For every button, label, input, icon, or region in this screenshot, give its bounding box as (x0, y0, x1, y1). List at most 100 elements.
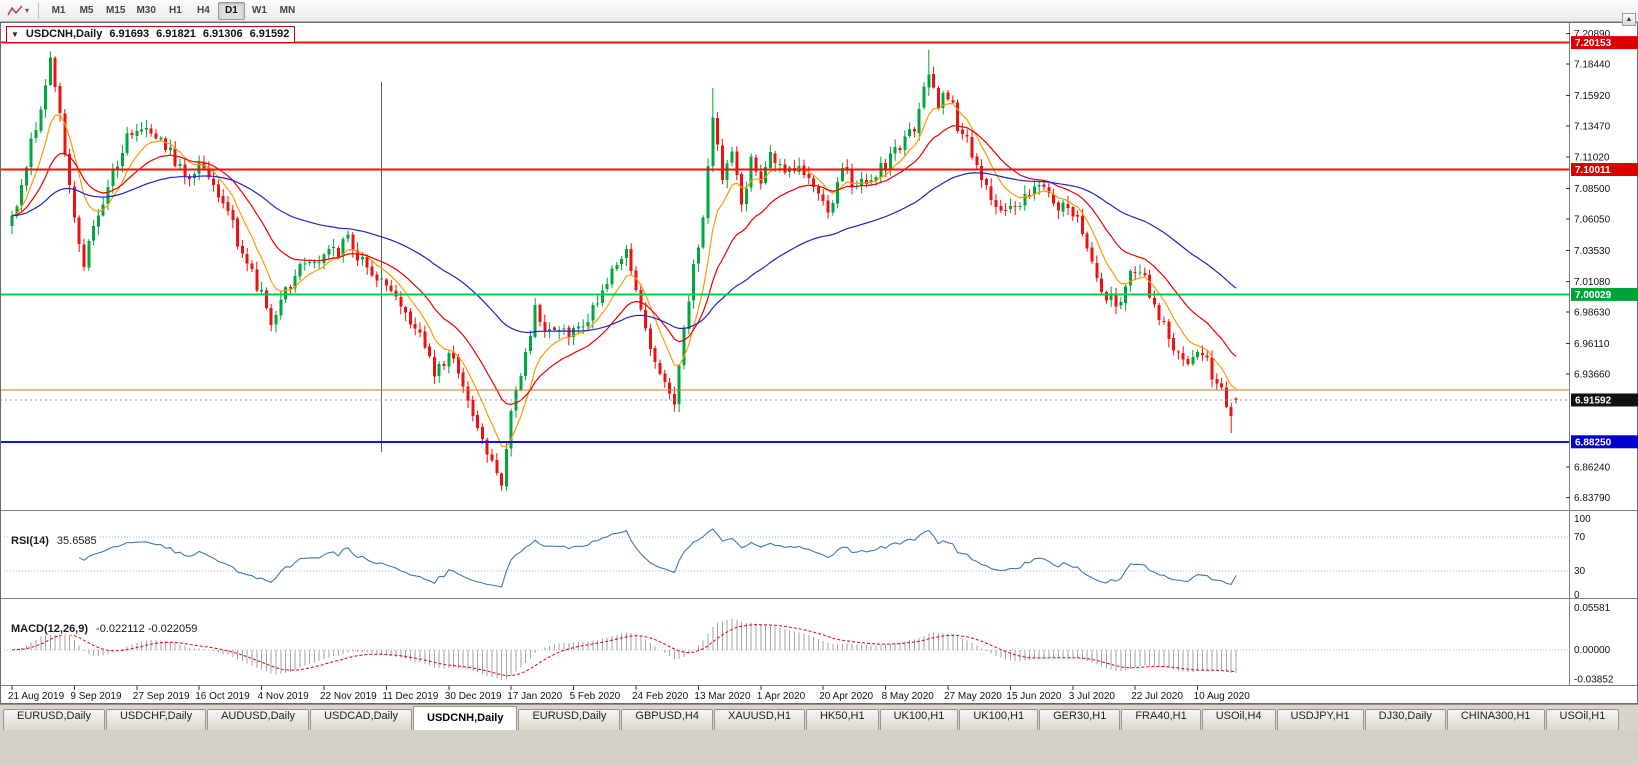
chart-tab-fra40-h1[interactable]: FRA40,H1 (1121, 709, 1201, 730)
chart-tab-hk50-h1[interactable]: HK50,H1 (805, 709, 879, 730)
svg-text:6.83790: 6.83790 (1574, 493, 1611, 504)
chart-tab-xauusd-h1[interactable]: XAUUSD,H1 (713, 709, 805, 730)
chart-tab-bar: EURUSD,Daily USDCHF,Daily AUDUSD,Daily USDC… (0, 704, 1638, 730)
svg-text:7.03530: 7.03530 (1574, 246, 1611, 257)
timeframe-button-m1[interactable]: M1 (45, 2, 72, 20)
chart-tab-dj30-daily[interactable]: DJ30,Daily (1364, 709, 1446, 730)
moving-averages-layer (11, 102, 1237, 448)
rsi-name: RSI(14) (11, 535, 49, 547)
macd-name: MACD(12,26,9) (11, 623, 89, 635)
svg-text:7.11020: 7.11020 (1574, 152, 1610, 163)
chart-title-close: 6.91592 (249, 28, 290, 40)
timeframe-button-m30[interactable]: M30 (131, 2, 160, 20)
svg-text:5 Feb 2020: 5 Feb 2020 (570, 691, 621, 702)
svg-text:27 Sep 2019: 27 Sep 2019 (133, 691, 190, 702)
chart-tab-uk100-h1[interactable]: UK100,H1 (959, 709, 1039, 730)
price-tags-layer: 7.20153 7.10011 7.00029 6.88250 6.91592 (1571, 36, 1638, 449)
svg-text:11 Dec 2019: 11 Dec 2019 (382, 691, 438, 702)
svg-text:0.05581: 0.05581 (1574, 603, 1611, 614)
svg-text:7.10011: 7.10011 (1575, 165, 1611, 176)
toolbar-separator (38, 2, 40, 19)
svg-text:70: 70 (1574, 532, 1586, 543)
svg-text:20 Apr 2020: 20 Apr 2020 (819, 691, 873, 702)
timeframe-button-h4[interactable]: H4 (190, 2, 217, 20)
svg-text:7.13470: 7.13470 (1574, 122, 1611, 133)
svg-text:6.96110: 6.96110 (1574, 339, 1610, 350)
svg-text:7.18440: 7.18440 (1574, 60, 1611, 71)
svg-text:6.91592: 6.91592 (1575, 395, 1612, 406)
svg-text:8 May 2020: 8 May 2020 (882, 691, 935, 702)
timeframe-toolbar: ▾ M1 M5 M15 M30 H1 H4 D1 W1 MN (0, 0, 1638, 22)
chart-title-symbol: USDCNH,Daily (25, 28, 103, 40)
timeframe-button-h1[interactable]: H1 (162, 2, 189, 20)
svg-text:4 Nov 2019: 4 Nov 2019 (258, 691, 310, 702)
svg-text:7.06050: 7.06050 (1574, 215, 1611, 226)
chart-title-open: 6.91693 (109, 28, 150, 40)
svg-text:-0.03852: -0.03852 (1574, 674, 1614, 685)
chart-title-low: 6.91306 (202, 28, 243, 40)
svg-text:16 Oct 2019: 16 Oct 2019 (195, 691, 250, 702)
chart-tab-usdcnh-daily[interactable]: USDCNH,Daily (413, 706, 518, 730)
svg-text:1 Apr 2020: 1 Apr 2020 (757, 691, 806, 702)
chart-tool-group[interactable]: ▾ (4, 4, 32, 18)
rsi-value: 35.6585 (56, 535, 97, 547)
chart-tab-usoil-h4[interactable]: USOil,H4 (1201, 709, 1276, 730)
timeframe-button-m5[interactable]: M5 (73, 2, 100, 20)
timeframe-button-m15[interactable]: M15 (101, 2, 130, 20)
chart-tab-eurusd-daily[interactable]: EURUSD,Daily (518, 709, 621, 730)
chart-tab-audusd-daily[interactable]: AUDUSD,Daily (207, 709, 310, 730)
rsi-indicator-label: RSI(14) 35.6585 (8, 535, 100, 547)
svg-text:7.20890: 7.20890 (1574, 29, 1611, 40)
svg-text:22 Nov 2019: 22 Nov 2019 (320, 691, 377, 702)
chart-tab-usdchf-daily[interactable]: USDCHF,Daily (105, 709, 207, 730)
zigzag-tool-icon (7, 5, 23, 15)
chart-tab-usdjpy-h1[interactable]: USDJPY,H1 (1276, 709, 1364, 730)
timeframe-button-w1[interactable]: W1 (246, 2, 273, 20)
chart-title[interactable]: ▼ USDCNH,Daily 6.91693 6.91821 6.91306 6… (6, 26, 296, 43)
svg-text:0: 0 (1574, 590, 1580, 601)
svg-text:21 Aug 2019: 21 Aug 2019 (8, 691, 65, 702)
svg-text:7.01080: 7.01080 (1574, 277, 1611, 288)
svg-text:30 Dec 2019: 30 Dec 2019 (445, 691, 502, 702)
chart-tab-gbpusd-h4[interactable]: GBPUSD,H4 (621, 709, 713, 730)
svg-text:0.00000: 0.00000 (1574, 645, 1611, 656)
horizontal-lines-layer[interactable] (0, 41, 1570, 443)
svg-text:7.00029: 7.00029 (1575, 290, 1612, 301)
svg-text:6.93660: 6.93660 (1574, 370, 1611, 381)
macd-indicator-label: MACD(12,26,9) -0.022112 -0.022059 (8, 623, 201, 635)
svg-text:7.20153: 7.20153 (1575, 38, 1612, 49)
chart-tab-ger30-h1[interactable]: GER30,H1 (1039, 709, 1121, 730)
svg-text:7.15920: 7.15920 (1574, 91, 1611, 102)
window-bottom-filler (0, 730, 1638, 766)
macd-pane (4, 618, 1568, 680)
svg-text:13 Mar 2020: 13 Mar 2020 (694, 691, 751, 702)
svg-text:10 Aug 2020: 10 Aug 2020 (1194, 691, 1251, 702)
title-marker-icon: ▼ (11, 29, 19, 39)
chevron-down-icon: ▾ (25, 6, 30, 15)
svg-text:30: 30 (1574, 566, 1586, 577)
macd-values: -0.022112 -0.022059 (96, 623, 198, 635)
timeframe-button-mn[interactable]: MN (274, 2, 301, 20)
price-chart-canvas[interactable]: 7.20890 7.18440 7.15920 7.13470 7.11020 7.085… (0, 22, 1638, 704)
chart-tab-china300-h1[interactable]: CHINA300,H1 (1446, 709, 1545, 730)
svg-text:6.88250: 6.88250 (1575, 437, 1612, 448)
svg-text:6.86240: 6.86240 (1574, 462, 1611, 473)
chart-window: 7.20890 7.18440 7.15920 7.13470 7.11020 7.085… (0, 22, 1638, 704)
svg-text:24 Feb 2020: 24 Feb 2020 (632, 691, 689, 702)
svg-text:17 Jan 2020: 17 Jan 2020 (507, 691, 562, 702)
chart-tab-usdcad-daily[interactable]: USDCAD,Daily (310, 709, 413, 730)
chart-tab-eurusd-daily[interactable]: EURUSD,Daily (3, 709, 105, 730)
rsi-pane (4, 528, 1568, 588)
chart-title-high: 6.91821 (156, 28, 196, 40)
timeframe-buttons: M1 M5 M15 M30 H1 H4 D1 W1 MN (45, 1, 301, 20)
svg-text:6.98630: 6.98630 (1574, 307, 1611, 318)
chart-tab-uk100-h1[interactable]: UK100,H1 (879, 709, 959, 730)
timeframe-button-d1[interactable]: D1 (217, 1, 245, 20)
chart-tab-usoil-h1[interactable]: USOil,H1 (1545, 709, 1620, 730)
svg-text:100: 100 (1574, 514, 1591, 525)
svg-text:3 Jul 2020: 3 Jul 2020 (1069, 691, 1116, 702)
svg-text:7.08500: 7.08500 (1574, 184, 1611, 195)
svg-text:9 Sep 2019: 9 Sep 2019 (70, 691, 122, 702)
scroll-up-button[interactable]: ▲ (1622, 13, 1636, 26)
svg-text:27 May 2020: 27 May 2020 (944, 691, 1002, 702)
